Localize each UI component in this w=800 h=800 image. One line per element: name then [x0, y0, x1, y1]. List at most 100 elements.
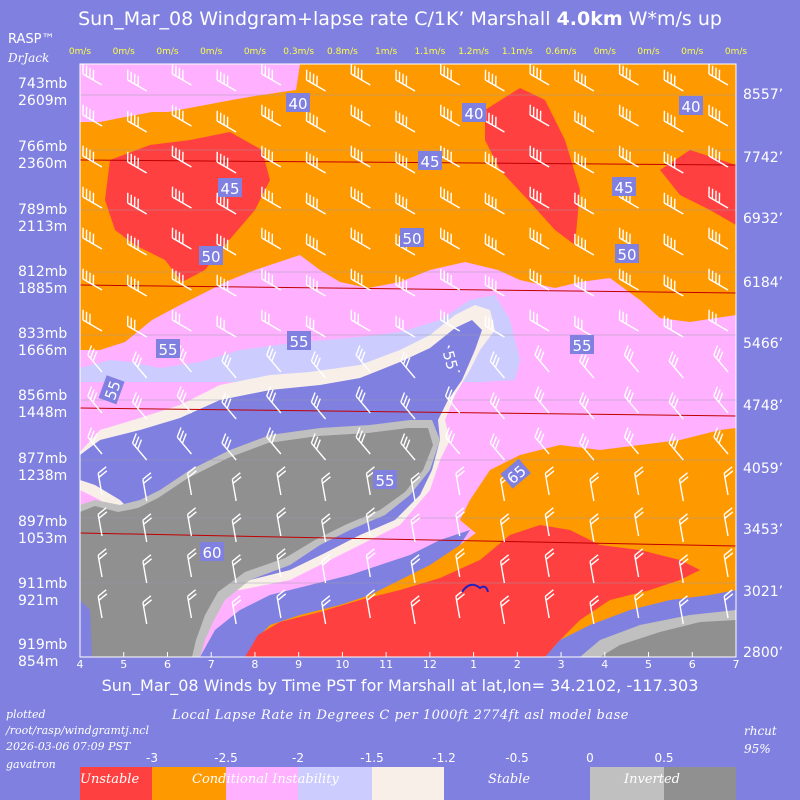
wind-barb	[484, 69, 505, 92]
region-pink-mid2	[450, 370, 736, 480]
wind-barb	[444, 427, 461, 455]
wind-barb	[82, 268, 103, 291]
wind-barb	[455, 589, 466, 619]
cloud-icon	[461, 583, 489, 593]
wind-barb	[97, 466, 108, 496]
wind-barb	[321, 595, 331, 625]
x-tick-label: 4	[601, 658, 609, 671]
wind-barb	[618, 268, 639, 291]
lapse-rate-title: Local Lapse Rate in Degrees C per 1000ft…	[172, 708, 629, 723]
wind-barb	[668, 392, 684, 420]
wind-barb	[618, 145, 639, 168]
contour-label: 45	[218, 178, 242, 198]
wind-barb	[484, 151, 505, 174]
colorbar-tick: -2.5	[214, 751, 238, 765]
wind-barb	[171, 64, 192, 86]
wind-barb	[574, 274, 595, 297]
wind-barb	[544, 548, 555, 578]
wind-barb	[261, 145, 282, 168]
colorbar-tick: -1.5	[360, 751, 384, 765]
wind-barb	[82, 309, 103, 332]
colorbar-swatch	[664, 767, 736, 800]
wind-barb	[663, 233, 684, 256]
wind-barb	[142, 472, 153, 502]
wind-barb	[663, 151, 684, 174]
wind-barb	[529, 227, 550, 250]
rasp-logo: RASP™	[8, 32, 55, 47]
svg-text:65: 65	[504, 462, 530, 488]
y-left-label: 911mb 921m	[18, 576, 68, 609]
contour-label: 55	[156, 339, 180, 359]
colorbar-tick: 0	[586, 751, 594, 765]
svg-text:50: 50	[402, 230, 421, 248]
wind-barb	[678, 595, 689, 625]
wind-barb	[305, 315, 326, 338]
updraft-label: 0m/s	[68, 47, 92, 57]
colorbar-category: Unstable	[80, 772, 140, 787]
wind-barb	[261, 64, 282, 86]
wind-barb	[410, 513, 421, 543]
y-right-label: 7742’	[743, 150, 784, 166]
updraft-label: 1.2m/s	[458, 47, 489, 57]
colorbar-category: Inverted	[624, 772, 680, 787]
region-stable	[80, 320, 482, 582]
y-right-label: 6184’	[743, 275, 784, 291]
wind-barb	[439, 186, 461, 209]
contour-label: 55	[98, 375, 125, 405]
wind-barb	[529, 145, 550, 168]
wind-barb	[310, 351, 327, 379]
wind-barb	[355, 386, 371, 414]
wind-barb	[410, 554, 421, 584]
colorbar-swatch	[444, 767, 590, 800]
wind-barb	[499, 472, 510, 502]
wind-barb	[634, 548, 644, 578]
contour-label: 50	[615, 244, 639, 264]
x-tick-label: 5	[645, 658, 653, 671]
wind-barb	[266, 386, 282, 414]
wind-barb	[216, 192, 237, 215]
wind-barb	[126, 274, 148, 297]
lapse-rate-regions	[80, 64, 736, 657]
rhcut-value: 95%	[744, 742, 771, 756]
contour-label: 55	[287, 331, 311, 351]
wind-barb	[484, 274, 505, 297]
wind-barb	[186, 548, 197, 578]
colorbar-swatch	[80, 767, 152, 800]
wind-barb	[365, 589, 376, 619]
wind-barb	[276, 466, 287, 496]
wind-barb	[400, 392, 416, 420]
wind-barb	[176, 386, 192, 414]
region-conditional	[80, 64, 736, 657]
wind-barb	[589, 472, 600, 502]
wind-barb	[455, 466, 466, 496]
wind-barb	[544, 507, 555, 537]
svg-text:40: 40	[681, 98, 700, 116]
wind-barb	[439, 145, 461, 168]
svg-text:55: 55	[289, 333, 308, 351]
updraft-label: 0m/s	[243, 47, 267, 57]
wind-barb	[529, 64, 550, 86]
updraft-label: 1.1m/s	[414, 47, 446, 57]
wind-barb	[589, 595, 600, 625]
wind-barb	[713, 345, 729, 373]
wind-barb	[574, 233, 595, 256]
wind-barb	[395, 233, 416, 256]
wind-barb	[261, 227, 282, 250]
cloud-symbol	[461, 583, 489, 593]
contour-labels: 40 40 40 45 45 45 50 50 50 55 55 55 55 55 55 60 65	[98, 93, 703, 562]
contour-label: 50	[400, 228, 424, 248]
wind-barb	[499, 595, 510, 625]
wind-barb	[529, 186, 550, 209]
wind-barb	[455, 507, 466, 537]
svg-text:55: 55	[101, 378, 124, 402]
wind-barb	[355, 345, 371, 373]
wind-barb	[395, 192, 416, 215]
wind-barb	[350, 268, 371, 291]
contour-label: 40	[679, 96, 703, 116]
wind-barb	[534, 386, 550, 414]
wind-barb	[82, 227, 103, 250]
y-right-label: 8557’	[743, 87, 784, 103]
contour-label: 55	[570, 335, 594, 355]
wind-barb	[439, 104, 461, 127]
wind-barb	[216, 151, 237, 174]
